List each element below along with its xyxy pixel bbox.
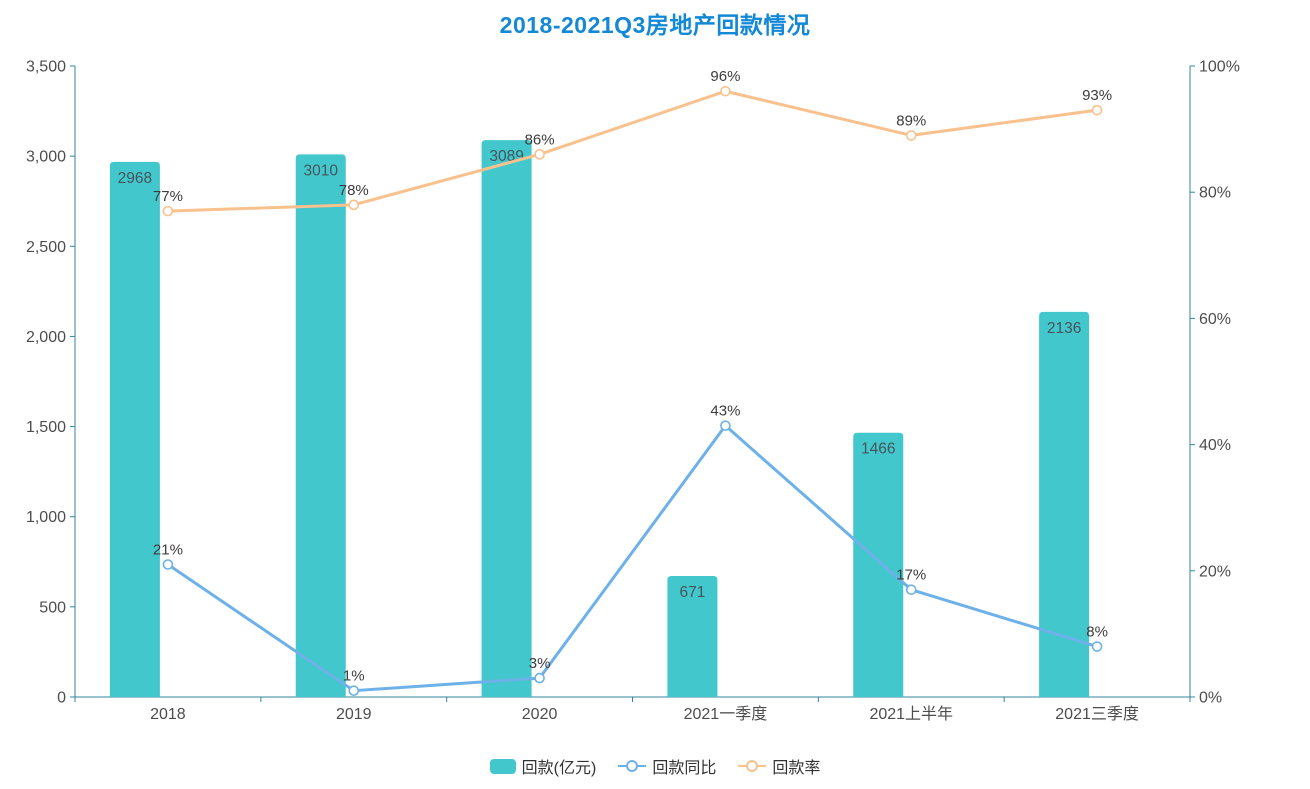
line-point[interactable] bbox=[720, 85, 731, 97]
yoy-line[interactable] bbox=[166, 424, 1099, 693]
right-axis-label: 100% bbox=[1199, 59, 1240, 76]
legend-label: 回款同比 bbox=[652, 760, 717, 777]
bar-value-label: 671 bbox=[679, 584, 705, 601]
point-value-label: 78% bbox=[339, 182, 369, 199]
bar-2018[interactable] bbox=[109, 161, 160, 698]
left-axis-label: 3,500 bbox=[26, 59, 66, 76]
line-point[interactable] bbox=[534, 672, 545, 684]
line-point[interactable] bbox=[162, 205, 174, 217]
right-axis-label: 80% bbox=[1199, 185, 1231, 202]
point-value-label: 89% bbox=[896, 112, 926, 129]
legend-label: 回款(亿元) bbox=[521, 760, 597, 777]
point-value-label: 93% bbox=[1082, 87, 1112, 104]
bar-series-swatch-icon bbox=[489, 758, 516, 774]
point-value-label: 21% bbox=[153, 541, 183, 558]
right-axis-label: 60% bbox=[1199, 311, 1231, 328]
line-point[interactable] bbox=[534, 149, 545, 160]
legend-item-collection-amount[interactable]: 回款(亿元) bbox=[489, 754, 597, 778]
point-value-label: 8% bbox=[1086, 624, 1108, 641]
left-axis-label: 2,000 bbox=[26, 329, 66, 346]
point-value-label: 43% bbox=[710, 403, 740, 420]
point-value-label: 3% bbox=[529, 655, 551, 672]
x-axis-label: 2021三季度 bbox=[1055, 705, 1139, 723]
x-axis-label: 2020 bbox=[522, 706, 558, 723]
point-value-label: 77% bbox=[153, 188, 183, 205]
bar-2019[interactable] bbox=[295, 154, 346, 698]
legend-item-collection-yoy[interactable]: 回款同比 bbox=[618, 754, 716, 778]
right-axis-label: 40% bbox=[1199, 437, 1231, 454]
x-axis-label: 2018 bbox=[150, 706, 186, 723]
left-axis-label: 500 bbox=[39, 599, 66, 616]
bar-2021一季度[interactable] bbox=[667, 576, 718, 697]
line-point[interactable] bbox=[162, 559, 174, 570]
line-point[interactable] bbox=[905, 130, 917, 141]
left-axis-label: 2,500 bbox=[26, 239, 66, 256]
line-point[interactable] bbox=[348, 685, 360, 696]
bar-2021上半年[interactable] bbox=[853, 432, 904, 697]
line-series-swatch-icon bbox=[618, 759, 647, 773]
point-value-label: 86% bbox=[525, 131, 555, 148]
bar-value-label: 1466 bbox=[861, 441, 895, 458]
legend: 回款(亿元) 回款同比 回款率 bbox=[0, 753, 1310, 779]
right-axis-label: 20% bbox=[1199, 563, 1231, 580]
left-axis-label: 1,500 bbox=[26, 419, 66, 436]
left-axis-label: 1,000 bbox=[26, 509, 66, 526]
rate-line[interactable] bbox=[166, 89, 1099, 213]
chart-title: 2018-2021Q3房地产回款情况 bbox=[499, 12, 811, 38]
left-axis-label: 3,000 bbox=[26, 149, 66, 166]
bar-value-label: 2968 bbox=[118, 170, 152, 187]
x-axis-label: 2019 bbox=[336, 706, 372, 723]
bar-2021三季度[interactable] bbox=[1039, 311, 1090, 697]
x-axis-label: 2021上半年 bbox=[869, 705, 953, 723]
line-point[interactable] bbox=[905, 584, 917, 596]
line-point[interactable] bbox=[1091, 641, 1103, 652]
line-point[interactable] bbox=[1091, 104, 1103, 116]
legend-item-collection-rate[interactable]: 回款率 bbox=[738, 754, 820, 778]
point-value-label: 96% bbox=[710, 68, 740, 85]
bar-2020[interactable] bbox=[481, 140, 532, 698]
legend-label: 回款率 bbox=[772, 760, 821, 777]
right-axis-label: 0% bbox=[1199, 690, 1222, 707]
bar-value-label: 2136 bbox=[1047, 320, 1081, 337]
point-value-label: 1% bbox=[343, 668, 365, 685]
point-value-label: 17% bbox=[896, 567, 926, 584]
line-point[interactable] bbox=[348, 199, 360, 211]
left-axis-label: 0 bbox=[57, 690, 66, 707]
x-axis-label: 2021一季度 bbox=[684, 705, 768, 723]
bar-value-label: 3010 bbox=[304, 162, 339, 179]
line-series-swatch-icon bbox=[738, 759, 767, 773]
line-point[interactable] bbox=[720, 420, 731, 431]
